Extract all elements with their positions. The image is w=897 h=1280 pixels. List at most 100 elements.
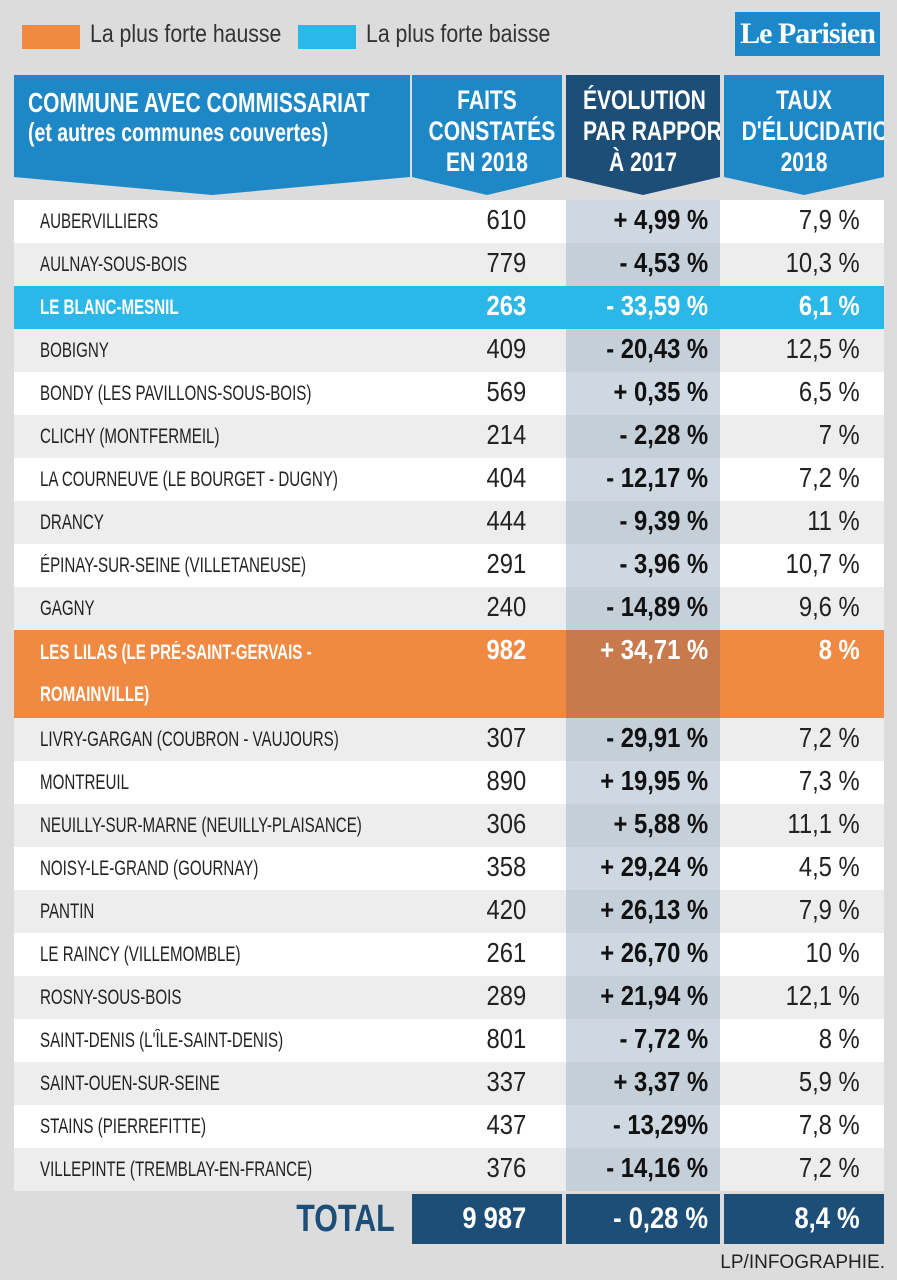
cell-name: LE BLANC-MESNIL xyxy=(40,296,179,319)
cell-evolution: + 34,71 % xyxy=(600,634,708,665)
cell-name: SAINT-OUEN-SUR-SEINE xyxy=(40,1072,220,1095)
col-band xyxy=(566,501,720,544)
cell-name: DRANCY xyxy=(40,511,104,534)
cell-faits: 291 xyxy=(486,548,526,579)
cell-faits: 444 xyxy=(486,505,526,536)
total-cell xyxy=(724,1194,884,1244)
row-bg xyxy=(14,933,884,976)
header-text: PAR RAPPORT xyxy=(582,116,735,146)
cell-taux: 4,5 % xyxy=(799,851,860,882)
header-text: COMMUNE AVEC COMMISSARIAT xyxy=(28,87,370,118)
cell-evolution: - 12,17 % xyxy=(606,462,708,493)
cell-name: STAINS (PIERREFITTE) xyxy=(40,1115,207,1138)
cell-faits: 437 xyxy=(486,1109,526,1140)
cell-faits: 240 xyxy=(486,591,526,622)
row-bg xyxy=(14,1148,884,1191)
header-text: EN 2018 xyxy=(446,147,528,177)
cell-name: GAGNY xyxy=(40,597,95,620)
row-bg xyxy=(14,286,884,329)
cell-name: ÉPINAY-SUR-SEINE (VILLETANEUSE) xyxy=(40,554,307,577)
cell-name: LIVRY-GARGAN (COUBRON - VAUJOURS) xyxy=(40,728,339,751)
cell-name: AUBERVILLIERS xyxy=(40,210,159,233)
cell-taux: 7,3 % xyxy=(799,765,860,796)
header-text: D'ÉLUCIDATION xyxy=(741,116,897,146)
cell-taux: 11 % xyxy=(807,505,860,536)
total-taux: 8,4 % xyxy=(794,1202,860,1235)
cell-evolution: - 7,72 % xyxy=(619,1023,708,1054)
cell-taux: 10,7 % xyxy=(785,548,860,579)
cell-taux: 10,3 % xyxy=(785,247,860,278)
cell-faits: 289 xyxy=(486,980,526,1011)
row-bg xyxy=(14,243,884,286)
header-text: (et autres communes couvertes) xyxy=(28,117,329,147)
cell-taux: 7,8 % xyxy=(799,1109,860,1140)
cell-name: LE RAINCY (VILLEMOMBLE) xyxy=(40,943,241,966)
row-bg xyxy=(14,544,884,587)
col-band xyxy=(566,458,720,501)
cell-evolution: + 19,95 % xyxy=(600,765,708,796)
cell-faits: 376 xyxy=(486,1152,526,1183)
header-cell: FAITS CONSTATÉS EN 2018 xyxy=(412,75,562,195)
cell-evolution: + 0,35 % xyxy=(613,376,708,407)
cell-evolution: + 26,70 % xyxy=(600,937,708,968)
cell-taux: 12,1 % xyxy=(785,980,860,1011)
col-band xyxy=(566,544,720,587)
cell-taux: 7,2 % xyxy=(799,462,860,493)
total-label: TOTAL xyxy=(296,1198,395,1240)
total-cell xyxy=(566,1194,720,1244)
row-bg xyxy=(14,1019,884,1062)
cell-faits: 409 xyxy=(486,333,526,364)
col-band xyxy=(566,329,720,372)
credit: LP/INFOGRAPHIE. xyxy=(720,1252,885,1273)
cell-evolution: - 13,29% xyxy=(612,1109,708,1140)
cell-evolution: + 3,37 % xyxy=(613,1066,708,1097)
cell-faits: 420 xyxy=(486,894,526,925)
cell-faits: 801 xyxy=(486,1023,526,1054)
cell-evolution: - 29,91 % xyxy=(606,722,708,753)
cell-taux: 8 % xyxy=(818,1023,860,1054)
col-band xyxy=(566,286,720,329)
logo: Le Parisien xyxy=(735,12,880,56)
row-bg xyxy=(14,587,884,630)
col-band xyxy=(566,804,720,847)
col-band xyxy=(566,1019,720,1062)
row-bg xyxy=(14,458,884,501)
row-bg xyxy=(14,200,884,243)
cell-name: CLICHY (MONTFERMEIL) xyxy=(40,425,220,448)
cell-taux: 7,9 % xyxy=(799,204,860,235)
header-text: TAUX xyxy=(776,85,832,115)
header-text: 2018 xyxy=(780,147,828,177)
cell-name: NOISY-LE-GRAND (GOURNAY) xyxy=(40,857,259,880)
cell-faits: 214 xyxy=(486,419,526,450)
cell-faits: 261 xyxy=(486,937,526,968)
col-band xyxy=(566,847,720,890)
row-bg xyxy=(14,1062,884,1105)
cell-taux: 6,5 % xyxy=(799,376,860,407)
cell-faits: 307 xyxy=(486,722,526,753)
cell-name: NEUILLY-SUR-MARNE (NEUILLY-PLAISANCE) xyxy=(40,814,362,837)
row-bg xyxy=(14,1105,884,1148)
cell-name: SAINT-DENIS (L'ÎLE-SAINT-DENIS) xyxy=(40,1029,284,1052)
total-evolution: - 0,28 % xyxy=(613,1202,708,1235)
cell-evolution: - 20,43 % xyxy=(606,333,708,364)
col-band xyxy=(566,718,720,761)
legend-swatch xyxy=(22,25,80,49)
cell-evolution: - 4,53 % xyxy=(619,247,708,278)
col-band xyxy=(566,933,720,976)
cell-taux: 7,2 % xyxy=(799,722,860,753)
cell-name: VILLEPINTE (TREMBLAY-EN-FRANCE) xyxy=(40,1158,313,1181)
cell-evolution: - 9,39 % xyxy=(619,505,708,536)
header-text: À 2017 xyxy=(609,147,677,177)
cell-faits: 337 xyxy=(486,1066,526,1097)
cell-evolution: - 14,89 % xyxy=(606,591,708,622)
cell-faits: 306 xyxy=(486,808,526,839)
col-band xyxy=(566,630,720,718)
cell-faits: 779 xyxy=(486,247,526,278)
cell-name: BOBIGNY xyxy=(40,339,109,362)
cell-taux: 9,6 % xyxy=(799,591,860,622)
col-band xyxy=(566,890,720,933)
cell-name: LA COURNEUVE (LE BOURGET - DUGNY) xyxy=(40,468,338,491)
cell-faits: 404 xyxy=(486,462,526,493)
row-bg xyxy=(14,501,884,544)
